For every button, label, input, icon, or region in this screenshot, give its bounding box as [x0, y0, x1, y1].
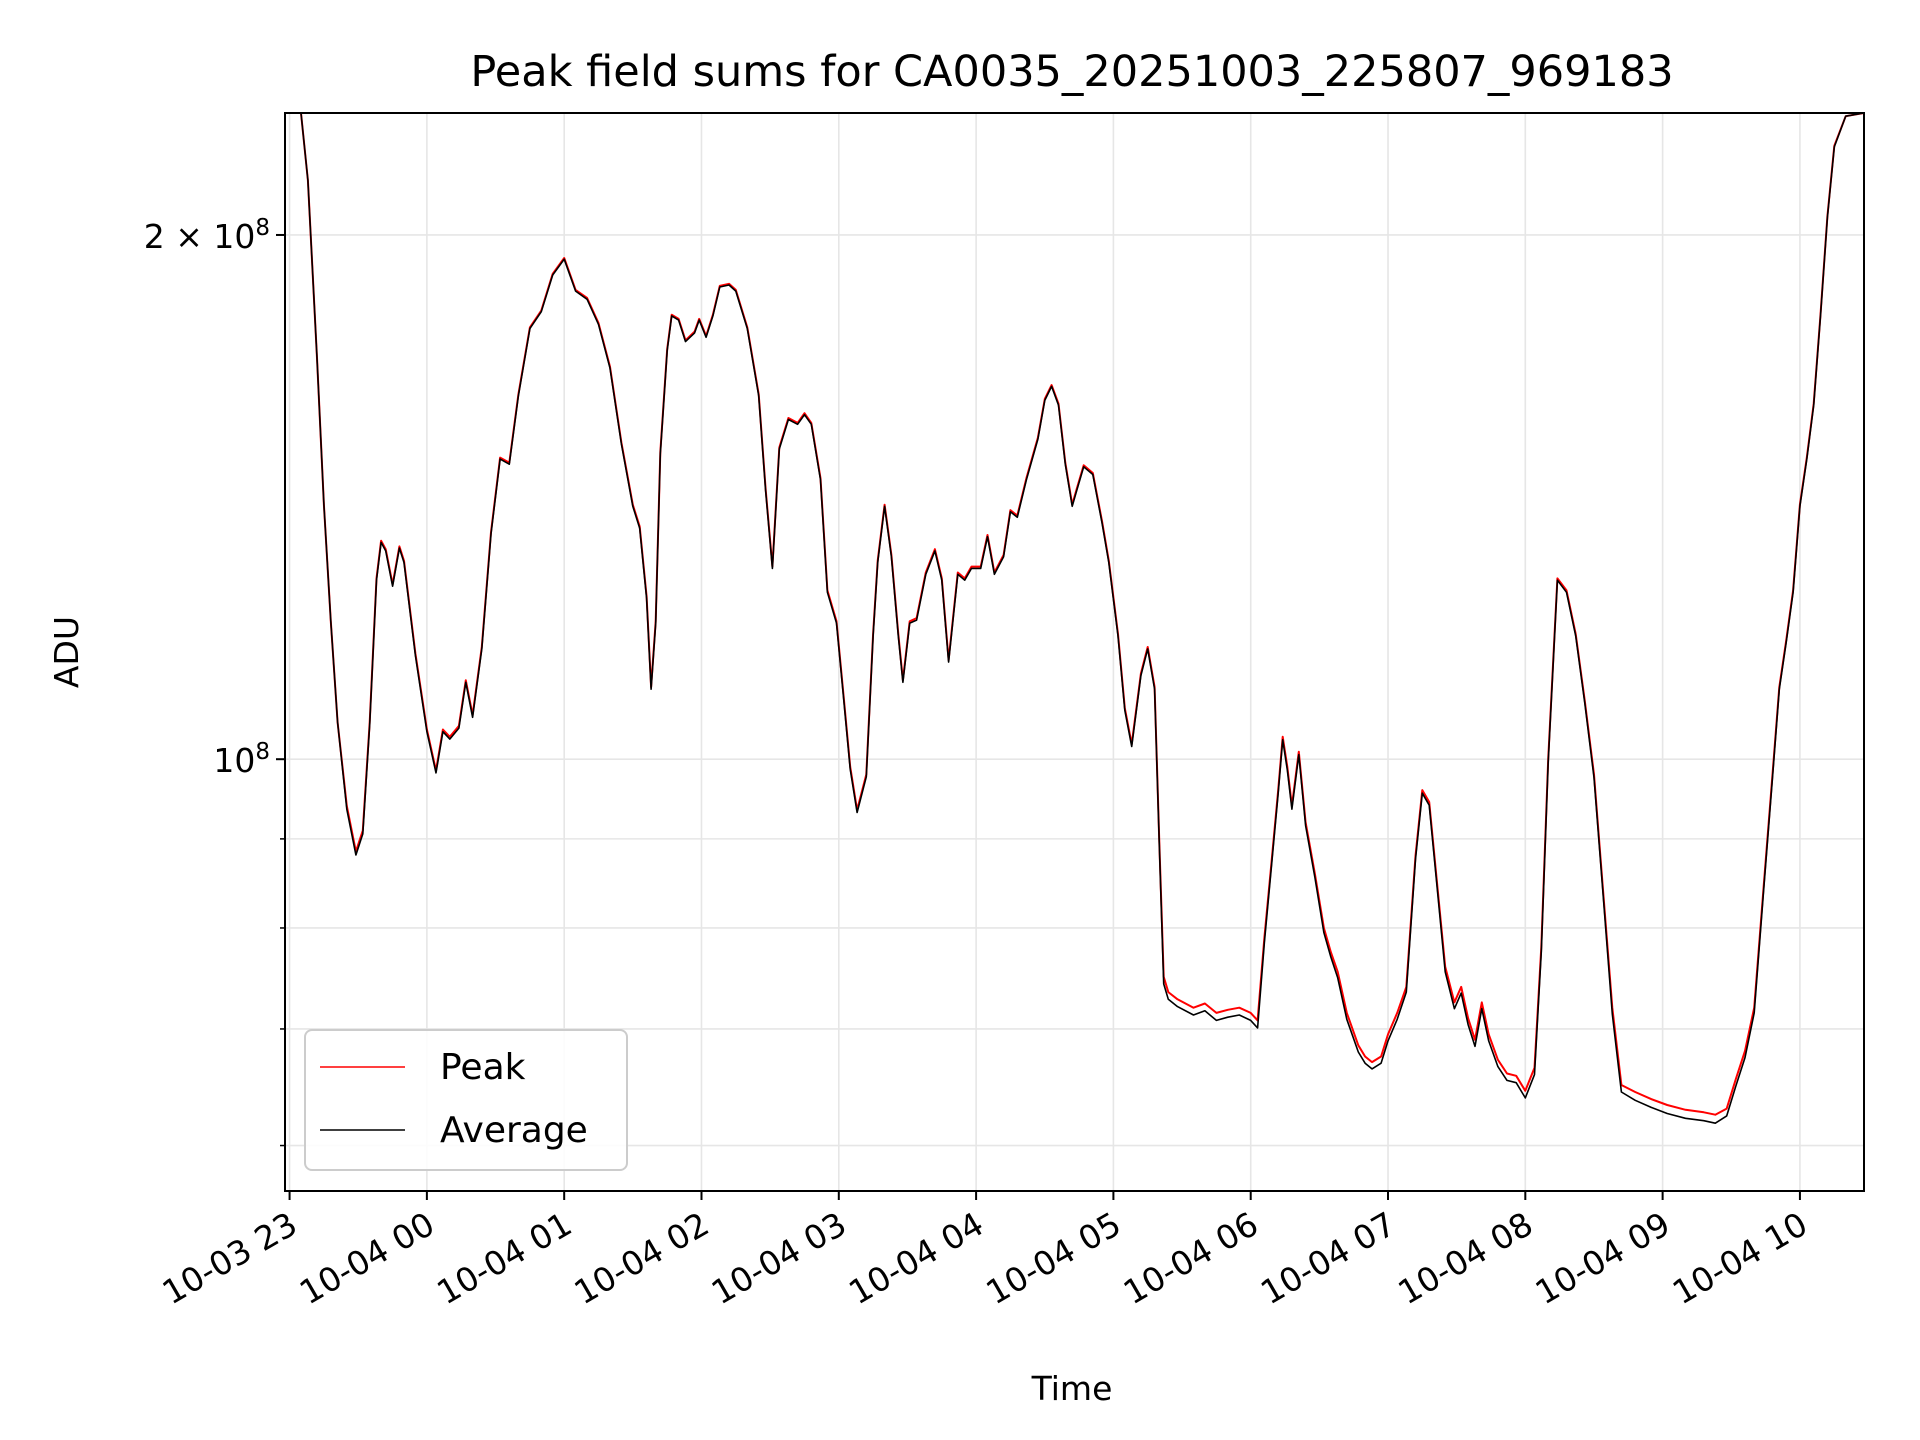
y-tick-times-sign: × — [165, 217, 214, 256]
y-tick-mantissa: 2 — [144, 217, 165, 256]
y-tick-label: 108 — [213, 739, 270, 780]
series-line-average — [285, 113, 1864, 1124]
chart-title: Peak field sums for CA0035_20251003_2258… — [470, 47, 1673, 97]
x-axis-label: Time — [1031, 1369, 1113, 1408]
y-axis-label: ADU — [47, 616, 86, 688]
y-tick-exponent: 8 — [255, 215, 270, 241]
plot-frame — [284, 112, 1865, 1192]
legend-average-label: Average — [440, 1110, 588, 1151]
y-tick-base: 10 — [213, 741, 255, 780]
legend-box — [304, 1029, 628, 1171]
legend: Peak Average — [304, 1029, 628, 1171]
legend-peak-label: Peak — [440, 1047, 526, 1088]
y-tick-base: 10 — [213, 217, 255, 256]
y-tick-exponent: 8 — [255, 739, 270, 765]
series-layer — [285, 113, 1864, 1124]
y-tick-label: 2 × 108 — [144, 215, 270, 256]
grid — [285, 113, 1864, 1191]
